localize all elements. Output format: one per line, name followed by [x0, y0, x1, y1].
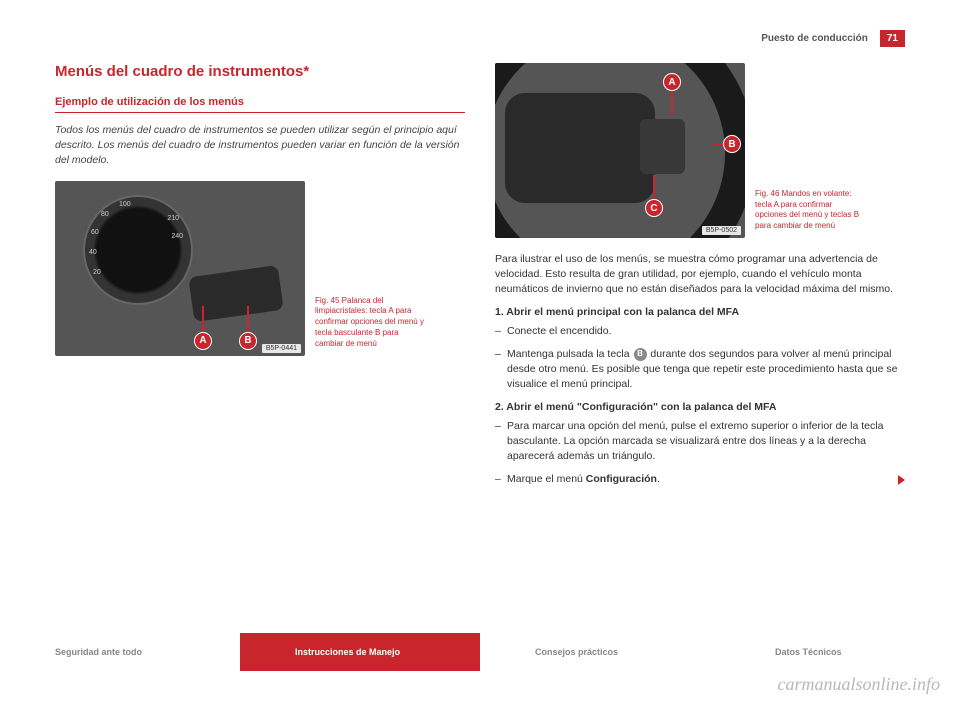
- figure-46-caption: Fig. 46 Mandos en volante: tecla A para …: [755, 189, 865, 238]
- footer-tab-tips: Consejos prácticos: [480, 633, 720, 671]
- subtitle-underline: [55, 112, 465, 113]
- figure-45-caption: Fig. 45 Palanca del limpiacristales: tec…: [315, 296, 425, 356]
- step-1b: Mantenga pulsada la tecla B durante dos …: [495, 347, 905, 393]
- gauge-tick: 240: [171, 233, 183, 240]
- wheel-hub-graphic: [505, 93, 655, 203]
- footer-tabs: Seguridad ante todo Instrucciones de Man…: [0, 633, 960, 671]
- footer-tab-instructions: Instrucciones de Manejo: [240, 633, 480, 671]
- right-para-1: Para ilustrar el uso de los menús, se mu…: [495, 252, 905, 298]
- continue-triangle-icon: [898, 475, 905, 485]
- callout-c: C: [645, 199, 663, 217]
- step-2b-pre: Marque el menú: [507, 473, 586, 485]
- gauge-tick: 60: [91, 229, 99, 236]
- footer-tab-tech: Datos Técnicos: [720, 633, 960, 671]
- content-columns: Menús del cuadro de instrumentos* Ejempl…: [55, 63, 905, 495]
- inline-callout-b: B: [634, 348, 647, 361]
- figure-46-image: A B C B5P-0502: [495, 63, 745, 238]
- callout-a: A: [663, 73, 681, 91]
- wheel-buttons-graphic: [640, 119, 685, 174]
- figure-45-code: B5P-0441: [262, 344, 301, 353]
- figure-46-block: A B C B5P-0502 Fig. 46 Mandos en volante…: [495, 63, 905, 238]
- callout-b: B: [723, 135, 741, 153]
- step-1a: Conecte el encendido.: [495, 324, 905, 339]
- intro-paragraph: Todos los menús del cuadro de instrument…: [55, 123, 465, 169]
- step-2b-bold: Configuración: [586, 473, 657, 485]
- example-subtitle: Ejemplo de utilización de los menús: [55, 96, 465, 108]
- footer-tab-safety: Seguridad ante todo: [0, 633, 240, 671]
- main-title: Menús del cuadro de instrumentos*: [55, 63, 465, 80]
- speedometer-graphic: 20 40 60 80 100 210 240: [83, 195, 193, 305]
- gauge-tick: 210: [167, 215, 179, 222]
- watermark: carmanualsonline.info: [778, 674, 941, 695]
- gauge-tick: 100: [119, 201, 131, 208]
- callout-a: A: [194, 332, 212, 350]
- section-label: Puesto de conducción: [761, 33, 868, 44]
- figure-46-code: B5P-0502: [702, 226, 741, 235]
- gauge-tick: 40: [89, 249, 97, 256]
- step-2-title: 2. Abrir el menú "Configuración" con la …: [495, 401, 905, 413]
- page-number: 71: [880, 30, 905, 47]
- step-2a: Para marcar una opción del menú, pulse e…: [495, 419, 905, 465]
- step-2b: Marque el menú Configuración.: [495, 472, 905, 487]
- callout-b: B: [239, 332, 257, 350]
- figure-45-block: 20 40 60 80 100 210 240 A B B5P-0441: [55, 181, 465, 356]
- step-1-title: 1. Abrir el menú principal con la palanc…: [495, 306, 905, 318]
- page-header: Puesto de conducción 71: [55, 30, 905, 47]
- gauge-tick: 20: [93, 269, 101, 276]
- gauge-tick: 80: [101, 211, 109, 218]
- left-column: Menús del cuadro de instrumentos* Ejempl…: [55, 63, 465, 495]
- manual-page: Puesto de conducción 71 Menús del cuadro…: [0, 0, 960, 701]
- step-1b-pre: Mantenga pulsada la tecla: [507, 348, 633, 360]
- figure-45-image: 20 40 60 80 100 210 240 A B B5P-0441: [55, 181, 305, 356]
- right-column: A B C B5P-0502 Fig. 46 Mandos en volante…: [495, 63, 905, 495]
- step-2b-post: .: [657, 473, 660, 485]
